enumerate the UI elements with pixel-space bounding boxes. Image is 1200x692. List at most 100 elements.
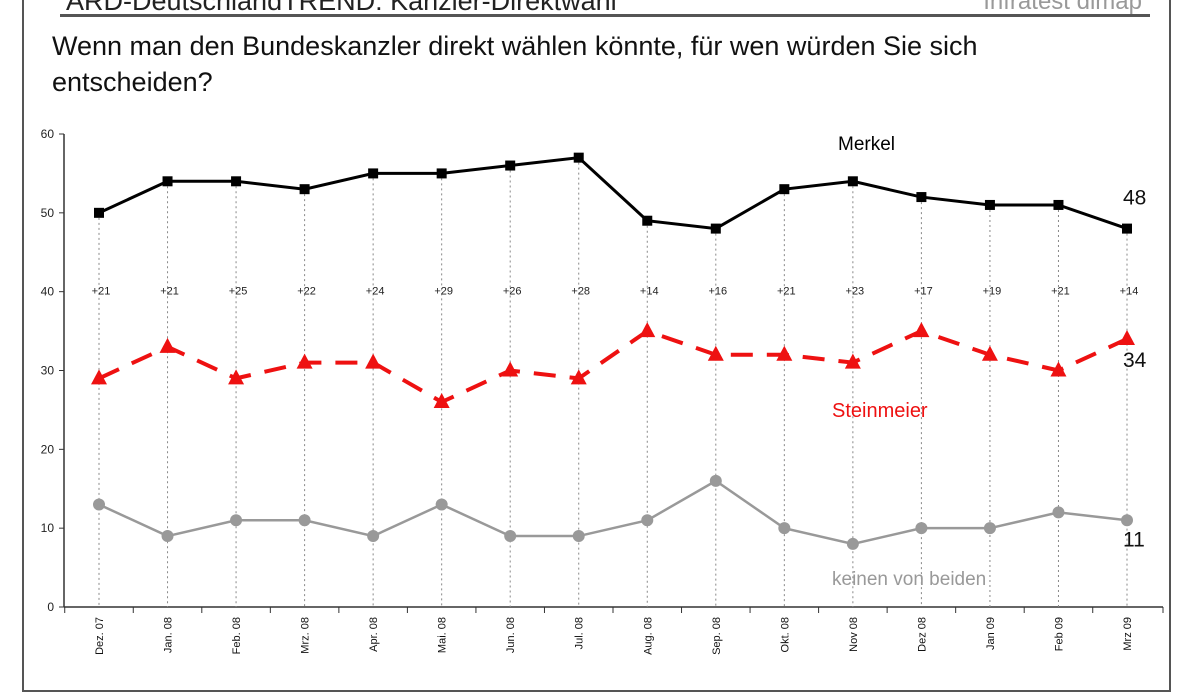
x-tick-label: Jan 09 — [985, 617, 997, 650]
x-tick-label: Mai. 08 — [437, 617, 449, 653]
x-tick-label: Sep. 08 — [711, 617, 723, 655]
series-line-2 — [98, 479, 1128, 546]
data-point-square — [847, 176, 858, 187]
source-label: Infratest dimap — [983, 0, 1142, 15]
data-point-triangle — [844, 353, 861, 369]
data-point-triangle — [228, 369, 245, 385]
y-tick-label: 50 — [41, 206, 55, 220]
x-tick-label: Nov 08 — [848, 617, 860, 652]
data-point-square — [231, 176, 242, 187]
series-line-0 — [98, 156, 1128, 231]
data-point-circle — [367, 530, 380, 543]
data-point-circle — [230, 514, 243, 527]
lead-label: +14 — [640, 286, 659, 298]
lead-label: +21 — [1051, 286, 1070, 298]
title-divider — [60, 14, 1150, 17]
x-tick-label: Mrz. 08 — [300, 617, 312, 654]
data-point-circle — [778, 522, 791, 535]
end-value-label: 48 — [1123, 187, 1146, 210]
data-point-square — [505, 160, 516, 171]
data-point-square — [1053, 199, 1064, 210]
data-point-square — [299, 184, 310, 195]
data-point-circle — [983, 522, 996, 535]
x-tick-label: Dez. 07 — [94, 617, 106, 655]
data-point-circle — [846, 537, 859, 550]
lead-label: +26 — [503, 286, 522, 298]
x-tick-label: Jan. 08 — [163, 617, 175, 653]
lead-label: +21 — [777, 286, 796, 298]
x-tick-label: Apr. 08 — [368, 617, 380, 652]
data-point-square — [710, 223, 721, 234]
data-point-triangle — [1050, 361, 1067, 377]
data-point-square — [779, 184, 790, 195]
lead-label: +17 — [914, 286, 933, 298]
x-tick-label: Feb 09 — [1053, 617, 1065, 651]
lead-label: +25 — [229, 286, 248, 298]
data-point-triangle — [1119, 329, 1135, 345]
data-point-circle — [435, 498, 448, 511]
data-point-circle — [1052, 506, 1065, 519]
data-point-square — [916, 192, 927, 203]
series-label-merkel: Merkel — [838, 134, 895, 155]
lead-label: +24 — [366, 286, 385, 298]
data-point-triangle — [913, 322, 930, 338]
data-point-circle — [161, 530, 174, 543]
data-point-square — [984, 199, 995, 210]
data-point-circle — [915, 522, 928, 535]
survey-question: Wenn man den Bundeskanzler direkt wählen… — [52, 31, 978, 97]
lead-label: +21 — [160, 286, 179, 298]
y-tick-label: 10 — [41, 521, 55, 535]
lead-label: +22 — [297, 286, 316, 298]
lead-label: +29 — [434, 286, 453, 298]
lead-label: +16 — [708, 286, 727, 298]
chart-title: ARD-DeutschlandTREND: Kanzler-Direktwahl — [66, 0, 617, 16]
data-point-triangle — [502, 361, 519, 377]
data-point-circle — [709, 474, 722, 487]
data-point-circle — [1121, 514, 1133, 527]
y-tick-label: 30 — [41, 364, 55, 378]
data-point-circle — [504, 530, 517, 543]
series-label-keinen: keinen von beiden — [832, 569, 986, 590]
x-tick-label: Dez 08 — [916, 617, 928, 652]
x-tick-label: Okt. 08 — [779, 617, 791, 652]
data-point-square — [94, 207, 104, 218]
data-point-triangle — [91, 369, 107, 385]
x-tick-label: Mrz 09 — [1122, 617, 1134, 651]
data-point-circle — [641, 514, 654, 527]
data-point-triangle — [296, 353, 313, 369]
y-tick-label: 20 — [41, 442, 55, 456]
data-point-square — [368, 168, 379, 179]
lead-label: +23 — [846, 286, 865, 298]
y-tick-label: 0 — [47, 600, 54, 614]
x-tick-label: Feb. 08 — [231, 617, 243, 654]
series-line-1 — [98, 328, 1128, 405]
data-point-circle — [298, 514, 311, 527]
data-point-triangle — [433, 393, 450, 409]
data-point-triangle — [639, 322, 656, 338]
data-point-square — [642, 215, 653, 226]
y-tick-label: 60 — [41, 127, 55, 141]
data-point-triangle — [365, 353, 382, 369]
lead-label: +14 — [1120, 286, 1139, 298]
data-point-circle — [93, 498, 105, 511]
x-tick-label: Jun. 08 — [505, 617, 517, 653]
end-value-label: 11 — [1123, 528, 1145, 551]
y-tick-label: 40 — [41, 285, 55, 299]
x-tick-label: Jul. 08 — [574, 617, 586, 649]
data-point-square — [162, 176, 173, 187]
data-point-triangle — [159, 337, 176, 353]
data-point-triangle — [570, 369, 587, 385]
lead-label: +19 — [983, 286, 1002, 298]
data-point-square — [573, 152, 584, 163]
data-point-triangle — [707, 345, 724, 361]
lead-label: +28 — [571, 286, 590, 298]
end-value-label: 34 — [1123, 349, 1147, 372]
series-label-steinmeier: Steinmeier — [832, 400, 928, 422]
line-chart: 0 10 20 30 40 50 60 Dez. 07 +21 Jan. 08 +21 Feb. 08… — [41, 127, 1164, 655]
data-point-square — [436, 168, 447, 179]
data-point-circle — [572, 530, 585, 543]
data-point-square — [1122, 223, 1132, 234]
lead-label: +21 — [92, 286, 111, 298]
x-tick-label: Aug. 08 — [642, 617, 654, 655]
data-point-triangle — [776, 345, 793, 361]
